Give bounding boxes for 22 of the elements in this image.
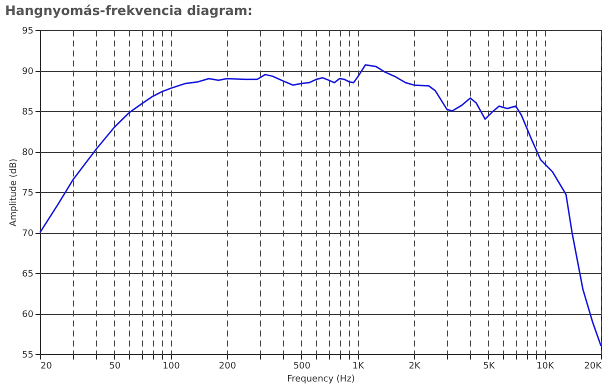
y-tick-label: 75: [22, 188, 34, 198]
y-tick-label: 55: [22, 350, 34, 360]
x-tick-label: 50: [109, 362, 121, 372]
x-tick-label: 20K: [584, 362, 603, 372]
x-tick-label: 10K: [536, 362, 555, 372]
x-tick-label: 200: [218, 362, 236, 372]
x-tick-label: 500: [293, 362, 311, 372]
x-tick-label: 5K: [483, 362, 496, 372]
y-tick-label: 90: [22, 67, 34, 77]
x-tick-label: 1K: [352, 362, 366, 372]
y-tick-label: 70: [22, 229, 34, 239]
x-tick-label: 100: [162, 362, 180, 372]
y-tick-label: 95: [22, 26, 34, 36]
y-tick-label: 65: [22, 270, 34, 280]
y-tick-label: 80: [22, 148, 34, 158]
y-tick-label: 85: [22, 108, 34, 118]
y-axis-title: Amplitude (dB): [9, 158, 20, 226]
x-tick-label: 2K: [408, 362, 422, 372]
chart-title: Hangnyomás-frekvencia diagram:: [5, 4, 253, 19]
y-tick-label: 60: [22, 310, 34, 320]
x-tick-label: 20: [40, 362, 52, 372]
x-axis-title: Frequency (Hz): [287, 374, 355, 384]
